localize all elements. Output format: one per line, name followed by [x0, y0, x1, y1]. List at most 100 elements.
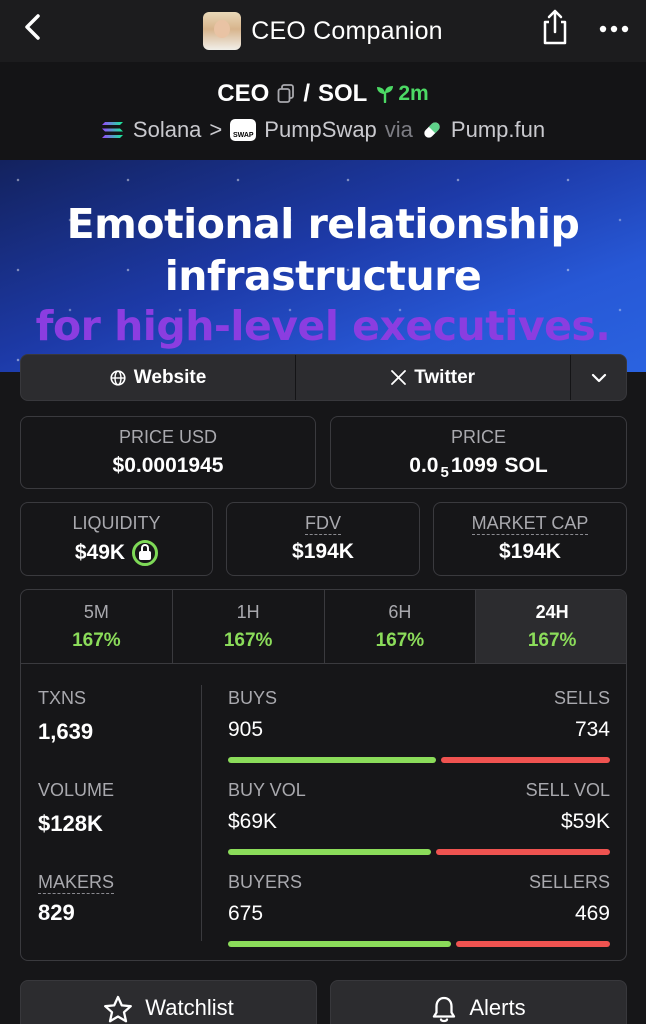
sellers-value: 469	[574, 902, 610, 925]
fdv-value: $194K	[292, 540, 354, 563]
website-button[interactable]: Website	[21, 355, 297, 400]
more-links-dropdown[interactable]	[571, 355, 626, 400]
route-chevron: >	[209, 117, 223, 142]
watchlist-label: Watchlist	[145, 995, 234, 1020]
sprout-icon	[377, 86, 394, 103]
volume-total: VOLUME $128K	[38, 780, 198, 837]
price-usd-card: PRICE USD $0.0001945	[20, 416, 316, 489]
liquidity-card: LIQUIDITY $49K	[20, 502, 213, 576]
quote-token: SOL	[317, 80, 368, 107]
makers-total: MAKERS 829	[38, 872, 198, 926]
price-native-value: 0.0 5 1099 SOL	[331, 454, 626, 481]
back-button[interactable]	[18, 12, 48, 42]
pair-age-value: 2m	[398, 82, 429, 105]
copy-icon[interactable]	[277, 84, 295, 104]
tab-5m[interactable]: 5M 167%	[21, 590, 173, 663]
star-icon	[104, 995, 133, 1023]
makers-row: MAKERS 829 BUYERS SELLERS 675 469	[21, 872, 626, 960]
chain-name[interactable]: Solana	[132, 117, 202, 142]
launchpad-name[interactable]: Pump.fun	[450, 117, 546, 142]
twitter-label: Twitter	[414, 366, 476, 388]
tab-24h[interactable]: 24H 167%	[476, 590, 626, 663]
token-banner: Emotional relationship infrastructure fo…	[0, 160, 646, 372]
price-usd-label: PRICE USD	[118, 427, 217, 447]
volume-split-labels: BUY VOL SELL VOL	[228, 780, 610, 801]
chevron-down-icon	[591, 373, 606, 382]
sells-value: 734	[574, 718, 610, 741]
liquidity-label: LIQUIDITY	[72, 513, 161, 533]
watchlist-button[interactable]: Watchlist	[20, 980, 317, 1024]
volume-split-values: $69K $59K	[228, 810, 610, 834]
links-bar: Website Twitter	[20, 354, 627, 401]
via-label: via	[384, 117, 413, 142]
pair-header: CEO / SOL 2m Solana > SWAP PumpSwap via	[0, 62, 646, 160]
liquidity-value: $49K	[74, 541, 126, 564]
pair-age: 2m	[375, 82, 429, 106]
volume-row: VOLUME $128K BUY VOL SELL VOL $69K $59K	[21, 780, 626, 870]
makers-ratio-bar	[228, 941, 610, 947]
price-native-label: PRICE	[450, 427, 506, 447]
page-title: CEO Companion	[251, 16, 443, 45]
tab-change: 167%	[375, 630, 425, 651]
buy-bar	[228, 757, 437, 763]
sell-vol-label: SELL VOL	[525, 780, 610, 800]
txns-value: 1,639	[38, 719, 94, 744]
buyers-label: BUYERS	[228, 872, 303, 892]
tab-change: 167%	[527, 630, 577, 651]
market-cap-label-wrap: MARKET CAP	[434, 513, 626, 535]
tab-label: 5M	[83, 602, 109, 622]
price-native-zero-count: 5	[440, 463, 449, 481]
price-native-digits: 1099	[450, 454, 498, 477]
sell-vol-value: $59K	[560, 810, 610, 833]
fdv-card: FDV $194K	[226, 502, 420, 576]
market-cap-card: MARKET CAP $194K	[433, 502, 627, 576]
tab-label: 24H	[535, 602, 569, 622]
twitter-button[interactable]: Twitter	[296, 355, 572, 400]
tab-change: 167%	[223, 630, 273, 651]
volume-value: $128K	[38, 811, 103, 836]
market-cap-label[interactable]: MARKET CAP	[471, 513, 589, 535]
pump-pill-icon	[424, 122, 440, 138]
fdv-label[interactable]: FDV	[305, 513, 341, 535]
share-button[interactable]	[540, 8, 570, 46]
makers-split: BUYERS SELLERS 675 469	[228, 872, 610, 947]
txns-split-labels: BUYS SELLS	[228, 688, 610, 709]
txns-ratio-bar	[228, 757, 610, 763]
more-button[interactable]	[598, 14, 632, 34]
pair-route-row: Solana > SWAP PumpSwap via Pump.fun	[0, 114, 646, 146]
market-cap-value: $194K	[499, 540, 561, 563]
lock-icon[interactable]	[132, 540, 159, 566]
more-dots-icon	[599, 25, 629, 33]
alerts-label: Alerts	[469, 995, 526, 1020]
pumpswap-icon: SWAP	[230, 119, 257, 141]
bell-icon	[433, 996, 456, 1023]
solana-icon	[101, 122, 123, 138]
sell-bar	[455, 941, 610, 947]
top-bar: CEO Companion	[0, 0, 646, 62]
buy-bar	[228, 849, 432, 855]
buys-value: 905	[228, 718, 264, 741]
makers-value: 829	[38, 900, 75, 925]
sellers-label: SELLERS	[528, 872, 610, 892]
banner-line-3: for high-level executives.	[35, 302, 611, 350]
tab-6h[interactable]: 6H 167%	[325, 590, 477, 663]
timeframe-tabs: 5M 167% 1H 167% 6H 167% 24H 167%	[21, 590, 626, 664]
buys-label: BUYS	[228, 688, 278, 708]
tab-1h[interactable]: 1H 167%	[173, 590, 325, 663]
trade-stats: TXNS 1,639 BUYS SELLS 905 734	[21, 665, 626, 960]
alerts-button[interactable]: Alerts	[330, 980, 627, 1024]
buyers-value: 675	[228, 902, 264, 925]
buy-vol-value: $69K	[228, 810, 278, 833]
volume-split: BUY VOL SELL VOL $69K $59K	[228, 780, 610, 855]
makers-split-labels: BUYERS SELLERS	[228, 872, 610, 893]
dex-name[interactable]: PumpSwap	[264, 117, 377, 142]
makers-label[interactable]: MAKERS	[38, 872, 115, 894]
chevron-left-icon	[25, 14, 40, 40]
price-native-prefix: 0.0	[409, 454, 439, 477]
share-icon	[543, 9, 567, 45]
buy-vol-label: BUY VOL	[228, 780, 306, 800]
fdv-label-wrap: FDV	[227, 513, 419, 535]
txns-label: TXNS	[38, 688, 87, 708]
tab-label: 1H	[236, 602, 260, 622]
price-native-unit: SOL	[504, 454, 548, 477]
